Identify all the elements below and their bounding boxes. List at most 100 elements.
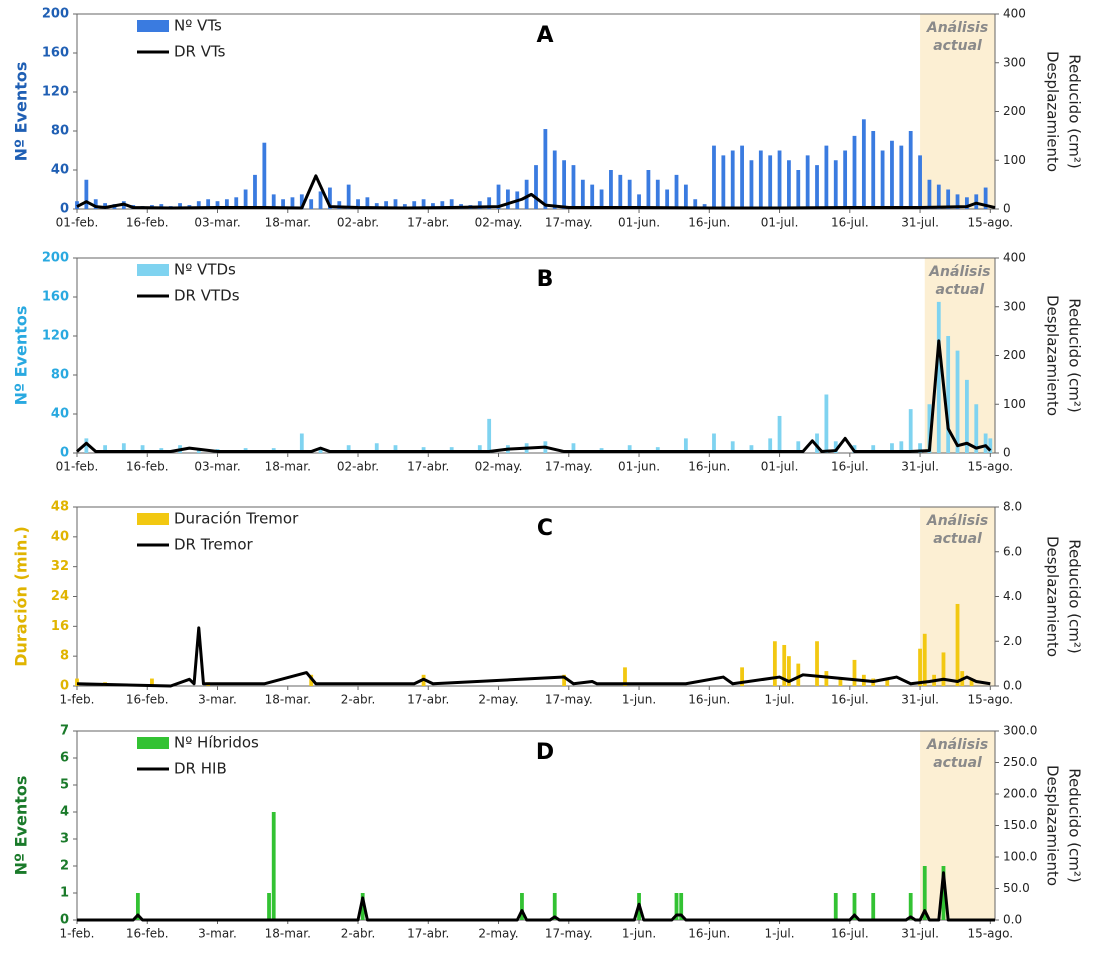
bar bbox=[384, 201, 389, 209]
y2-tick-label: 200 bbox=[1003, 348, 1026, 362]
bar bbox=[777, 150, 782, 209]
bar bbox=[618, 174, 623, 209]
y-tick-label: 1 bbox=[60, 886, 69, 901]
legend-swatch bbox=[137, 737, 169, 749]
y2-axis-label: Reducido (cm²) bbox=[1066, 768, 1084, 882]
bar bbox=[852, 659, 857, 686]
bar bbox=[815, 433, 819, 453]
bar bbox=[922, 633, 927, 686]
bar bbox=[833, 441, 838, 453]
x-tick-label: 2-may. bbox=[478, 927, 518, 941]
legend-label: Nº VTDs bbox=[174, 261, 236, 279]
bar bbox=[890, 443, 894, 453]
x-tick-label: 01-jun. bbox=[618, 216, 660, 230]
bar bbox=[796, 170, 801, 209]
y2-tick-label: 300 bbox=[1003, 299, 1026, 313]
annotation: actual bbox=[933, 755, 982, 771]
bar bbox=[393, 199, 398, 209]
bar bbox=[936, 184, 941, 209]
bar bbox=[627, 445, 632, 453]
bar bbox=[679, 893, 684, 920]
bar bbox=[140, 445, 145, 453]
annotation: Análisis bbox=[928, 264, 990, 280]
bar bbox=[623, 667, 627, 686]
y-tick-label: 8 bbox=[60, 649, 69, 664]
x-tick-label: 1-jul. bbox=[765, 927, 795, 941]
bar bbox=[121, 443, 126, 453]
bar bbox=[505, 189, 510, 209]
bar bbox=[196, 201, 201, 209]
x-tick-label: 3-mar. bbox=[198, 693, 237, 707]
x-tick-label: 01-feb. bbox=[56, 460, 99, 474]
y-tick-label: 24 bbox=[51, 589, 69, 604]
x-tick-label: 17-abr. bbox=[407, 693, 449, 707]
y-tick-label: 80 bbox=[51, 124, 69, 139]
annotation: actual bbox=[936, 282, 985, 298]
bar bbox=[787, 160, 791, 209]
bar bbox=[693, 199, 698, 209]
bar bbox=[824, 145, 829, 209]
bar bbox=[346, 184, 351, 209]
y2-tick-label: 200 bbox=[1003, 104, 1026, 118]
bar bbox=[393, 445, 398, 453]
panel-title: B bbox=[537, 267, 554, 292]
y2-tick-label: 0.0 bbox=[1003, 913, 1022, 927]
annotation: actual bbox=[933, 531, 982, 547]
x-tick-label: 2-may. bbox=[478, 693, 518, 707]
bar bbox=[281, 199, 285, 209]
y-tick-label: 80 bbox=[51, 368, 69, 383]
bar bbox=[290, 197, 295, 209]
bar bbox=[571, 443, 576, 453]
x-tick-label: 17-may. bbox=[545, 460, 593, 474]
panel-title: A bbox=[536, 23, 553, 48]
bar bbox=[543, 129, 548, 209]
line bbox=[77, 871, 995, 922]
bar bbox=[730, 150, 735, 209]
x-tick-label: 01-jul. bbox=[761, 216, 799, 230]
y-tick-label: 200 bbox=[42, 7, 69, 22]
highlight-region bbox=[920, 14, 995, 209]
bar bbox=[374, 203, 379, 209]
panel: Análisis actual 0 1 2 3 4 5 6 7 0.0 50.0 100.0 150.0 2… bbox=[12, 724, 1084, 941]
annotation: Análisis bbox=[926, 513, 988, 529]
bar bbox=[683, 184, 688, 209]
bar bbox=[496, 184, 501, 209]
y-tick-label: 160 bbox=[42, 46, 69, 61]
bar bbox=[412, 201, 417, 209]
x-tick-label: 16-jul. bbox=[831, 216, 869, 230]
x-tick-label: 16-feb. bbox=[126, 927, 169, 941]
legend-label: DR HIB bbox=[174, 760, 227, 778]
x-tick-label: 01-jul. bbox=[761, 460, 799, 474]
bar bbox=[267, 893, 271, 920]
x-tick-label: 01-feb. bbox=[56, 216, 99, 230]
bar bbox=[955, 194, 960, 209]
legend-swatch bbox=[137, 20, 169, 32]
bar bbox=[234, 197, 239, 209]
bar bbox=[271, 812, 276, 920]
bar bbox=[360, 893, 365, 920]
x-tick-label: 18-mar. bbox=[265, 693, 311, 707]
bar bbox=[861, 119, 866, 209]
bar bbox=[84, 438, 89, 453]
annotation: actual bbox=[933, 38, 982, 54]
x-tick-label: 31-jul. bbox=[901, 927, 939, 941]
x-tick-label: 16-jul. bbox=[831, 693, 869, 707]
bar bbox=[421, 199, 426, 209]
bar bbox=[852, 135, 857, 209]
bar bbox=[721, 155, 726, 209]
x-tick-label: 2-abr. bbox=[341, 693, 376, 707]
x-tick-label: 16-feb. bbox=[126, 460, 169, 474]
y2-tick-label: 100.0 bbox=[1003, 850, 1037, 864]
y2-tick-label: 200.0 bbox=[1003, 787, 1037, 801]
x-tick-label: 18-mar. bbox=[265, 216, 311, 230]
bar bbox=[665, 189, 670, 209]
y2-tick-label: 250.0 bbox=[1003, 755, 1037, 769]
bar bbox=[431, 203, 435, 209]
y-axis-label: Nº Eventos bbox=[12, 62, 31, 162]
x-tick-label: 17-may. bbox=[545, 927, 593, 941]
line bbox=[76, 339, 992, 454]
annotation: Análisis bbox=[926, 737, 988, 753]
bar bbox=[271, 194, 276, 209]
bar bbox=[449, 199, 454, 209]
